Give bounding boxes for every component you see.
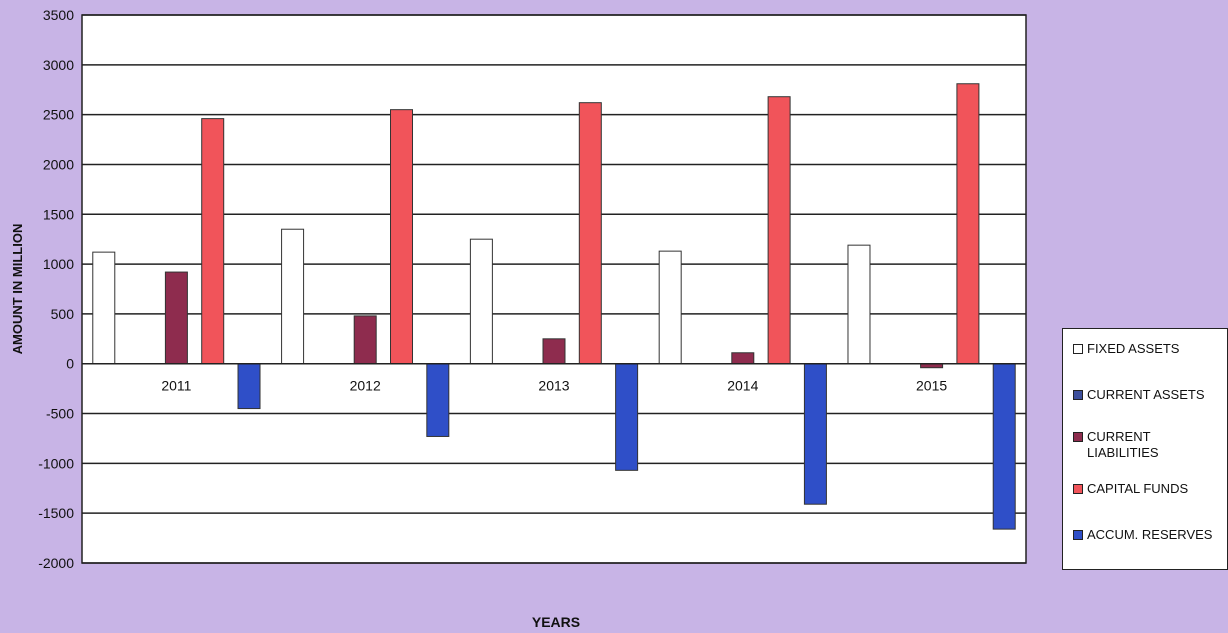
bar-current-liabilities-2013 <box>542 338 566 365</box>
bars <box>92 83 1016 530</box>
y-tick-label: 500 <box>51 306 75 322</box>
legend-label: CURRENT ASSETS <box>1087 387 1205 402</box>
bar-fixed-assets-2011 <box>92 251 116 365</box>
legend: FIXED ASSETS CURRENT ASSETS CURRENT LIAB… <box>1062 328 1228 570</box>
legend-label: ACCUM. RESERVES <box>1087 527 1213 542</box>
legend-item-current-liabilities: CURRENT LIABILITIES <box>1073 429 1223 461</box>
legend-swatch-capital-funds <box>1073 484 1083 494</box>
bar-accum-reserves-2014 <box>803 363 827 505</box>
legend-label: FIXED ASSETS <box>1087 341 1180 356</box>
x-tick-label: 2012 <box>350 378 381 394</box>
legend-swatch-current-assets <box>1073 390 1083 400</box>
y-tick-label: -2000 <box>38 555 74 571</box>
y-tick-label: 2500 <box>43 107 74 123</box>
y-tick-label: -1500 <box>38 505 74 521</box>
bar-current-liabilities-2014 <box>731 352 755 365</box>
y-tick-label: 1000 <box>43 256 74 272</box>
legend-swatch-accum-reserves <box>1073 530 1083 540</box>
legend-item-capital-funds: CAPITAL FUNDS <box>1073 481 1223 497</box>
y-tick-label: -1000 <box>38 455 74 471</box>
bar-fixed-assets-2012 <box>281 228 305 365</box>
legend-swatch-fixed-assets <box>1073 344 1083 354</box>
x-tick-labels: 2011 2012 2013 2014 2015 <box>161 378 947 394</box>
y-axis-label: AMOUNT IN MILLION <box>10 224 25 355</box>
x-tick-label: 2013 <box>538 378 569 394</box>
bar-fixed-assets-2013 <box>469 238 493 365</box>
bar-capital-funds-2012 <box>390 109 414 365</box>
bar-capital-funds-2011 <box>201 118 225 365</box>
x-tick-label: 2011 <box>161 378 191 394</box>
legend-label: CAPITAL FUNDS <box>1087 481 1189 496</box>
legend-item-fixed-assets: FIXED ASSETS <box>1073 341 1223 357</box>
bar-capital-funds-2013 <box>578 102 602 365</box>
y-tick-label: 3000 <box>43 57 74 73</box>
y-tick-label: 2000 <box>43 156 74 172</box>
bar-fixed-assets-2014 <box>658 250 682 365</box>
y-tick-labels: 3500 3000 2500 2000 1500 1000 500 0 -500 -1000 -15… <box>38 7 74 571</box>
legend-item-current-assets: CURRENT ASSETS <box>1073 387 1223 403</box>
bar-accum-reserves-2013 <box>615 363 639 471</box>
bar-fixed-assets-2015 <box>847 244 871 365</box>
bar-current-liabilities-2012 <box>353 315 377 365</box>
x-axis-label: YEARS <box>532 614 580 630</box>
y-tick-label: 3500 <box>43 7 74 23</box>
legend-item-accum-reserves: ACCUM. RESERVES <box>1073 527 1223 543</box>
y-tick-label: 0 <box>66 356 74 372</box>
bar-capital-funds-2015 <box>956 83 980 365</box>
bar-accum-reserves-2012 <box>426 363 450 437</box>
bar-capital-funds-2014 <box>767 96 791 365</box>
x-tick-label: 2014 <box>727 378 758 394</box>
bar-accum-reserves-2011 <box>237 363 261 410</box>
y-tick-label: -500 <box>46 406 74 422</box>
legend-swatch-current-liabilities <box>1073 432 1083 442</box>
legend-label: CURRENT LIABILITIES <box>1087 429 1159 460</box>
bar-current-liabilities-2011 <box>164 271 188 365</box>
bar-accum-reserves-2015 <box>992 363 1016 530</box>
y-tick-label: 1500 <box>43 206 74 222</box>
x-tick-label: 2015 <box>916 378 947 394</box>
